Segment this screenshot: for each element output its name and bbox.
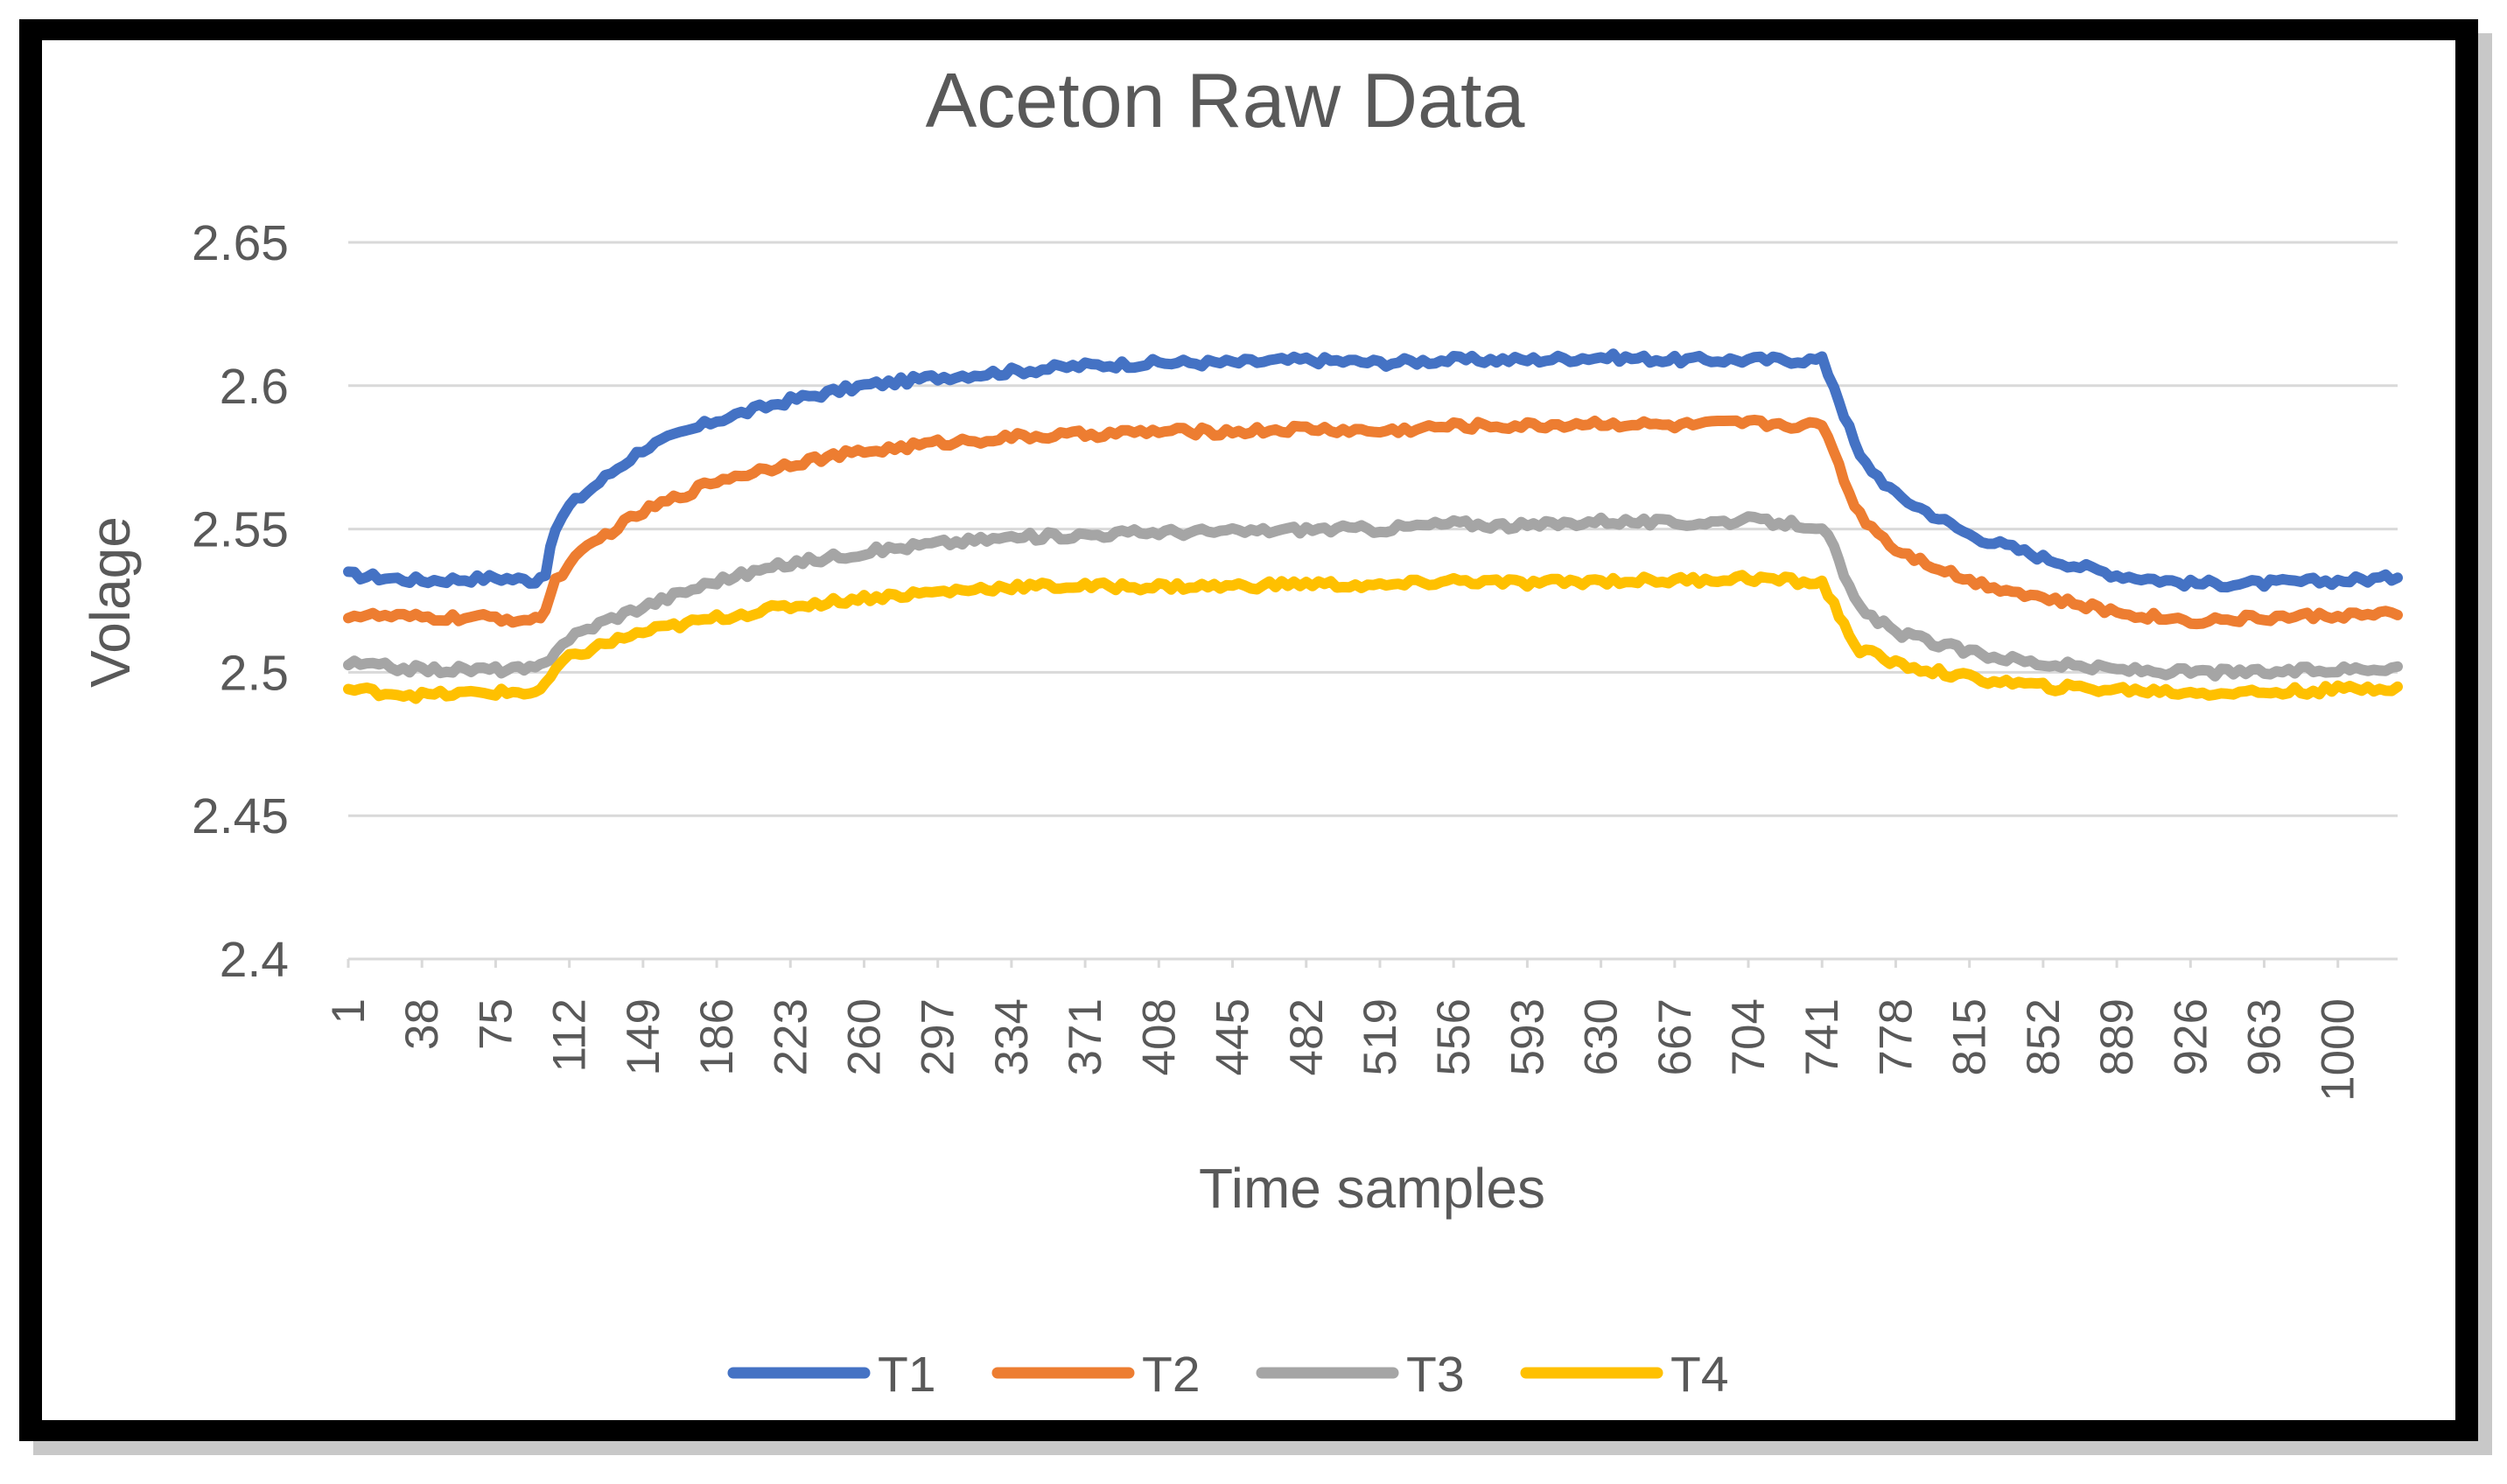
series-line-t3 — [343, 511, 2403, 682]
x-tick-label: 556 — [1428, 998, 1480, 1075]
x-tick-label: 630 — [1576, 998, 1628, 1075]
x-tick-label: 519 — [1355, 998, 1406, 1075]
y-tick-label: 2.55 — [192, 502, 289, 558]
x-tick-label: 186 — [691, 998, 743, 1075]
x-tick-label: 963 — [2239, 998, 2291, 1075]
gridlines — [348, 241, 2398, 817]
y-tick-label: 2.45 — [192, 788, 289, 844]
x-tick-label: 778 — [1870, 998, 1922, 1075]
x-tick-label: 149 — [618, 998, 669, 1075]
x-tick-label: 1000 — [2313, 998, 2364, 1102]
x-tick-label: 1 — [323, 998, 375, 1024]
legend-label-t1: T1 — [878, 1347, 936, 1403]
x-tick-label: 482 — [1281, 998, 1333, 1075]
y-tick-label: 2.5 — [220, 645, 289, 701]
x-tick-label: 667 — [1649, 998, 1701, 1075]
x-tick-label: 75 — [470, 998, 522, 1050]
x-tick-label: 223 — [765, 998, 816, 1075]
x-tick-label: 852 — [2018, 998, 2069, 1075]
y-tick-label: 2.6 — [220, 359, 289, 415]
y-tick-label: 2.4 — [220, 932, 289, 988]
x-tick-label: 112 — [544, 998, 596, 1073]
x-axis-title: Time samples — [1199, 1157, 1545, 1220]
y-tick-label: 2.65 — [192, 215, 289, 271]
x-tick-label: 815 — [1944, 998, 1996, 1075]
x-tick-label: 334 — [986, 998, 1038, 1075]
legend-label-t4: T4 — [1670, 1347, 1729, 1403]
legend-label-t3: T3 — [1406, 1347, 1465, 1403]
x-tick-label: 889 — [2091, 998, 2143, 1075]
y-axis-title: Volage — [79, 516, 142, 688]
y-axis-ticks: 2.4 2.45 2.5 2.55 2.6 2.65 — [192, 215, 289, 988]
x-tick-label: 260 — [838, 998, 890, 1075]
x-tick-label: 371 — [1060, 998, 1111, 1075]
series-line-t4 — [343, 570, 2403, 704]
series-lines — [343, 348, 2403, 704]
x-tick-label: 38 — [396, 998, 448, 1050]
series-line-t2 — [343, 414, 2403, 630]
plot-background — [42, 40, 2455, 1420]
x-tick-label: 408 — [1133, 998, 1185, 1075]
x-tick-label: 297 — [913, 998, 964, 1075]
legend: T1 T2 T3 T4 — [727, 1347, 1729, 1403]
x-tick-label: 445 — [1208, 998, 1259, 1075]
x-axis-ticks: 1 38 75 112 149 186 223 260 297 334 371 408 445 482 51… — [323, 959, 2364, 1102]
x-tick-label: 704 — [1723, 998, 1775, 1075]
chart-title: Aceton Raw Data — [926, 57, 1525, 144]
series-line-t1 — [343, 348, 2403, 593]
x-tick-label: 741 — [1796, 998, 1848, 1075]
x-tick-label: 593 — [1502, 998, 1553, 1075]
legend-label-t2: T2 — [1142, 1347, 1201, 1403]
x-tick-label: 926 — [2165, 998, 2216, 1075]
